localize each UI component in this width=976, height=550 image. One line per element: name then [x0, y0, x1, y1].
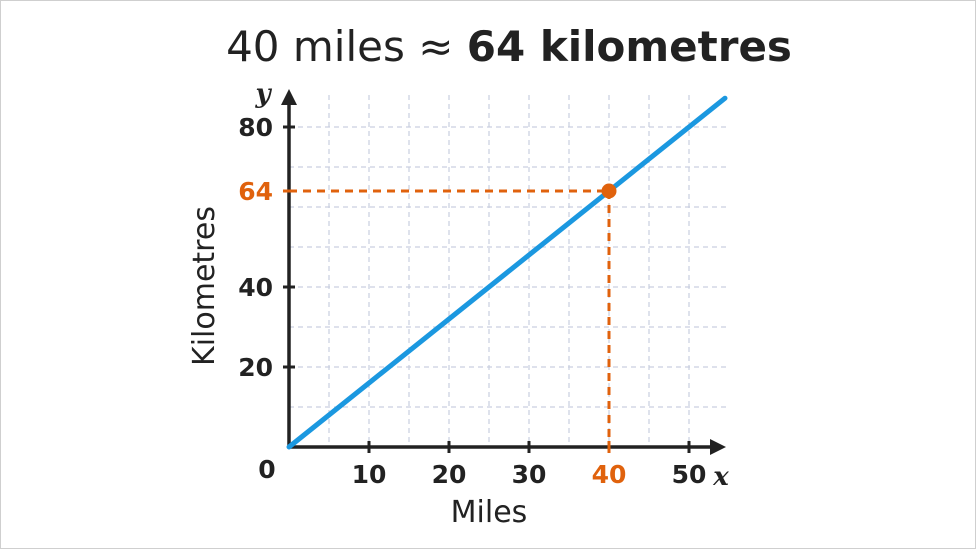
highlight-point: [601, 183, 617, 199]
x-tick-label: 10: [352, 460, 387, 489]
series-layer: [286, 95, 728, 450]
x-axis-variable: x: [712, 462, 729, 492]
chart-title-highlight: 64 kilometres: [467, 22, 792, 71]
origin-label: 0: [258, 455, 275, 484]
y-tick-label: 20: [238, 353, 273, 382]
y-axis-label: Kilometres: [187, 206, 222, 366]
guide-lines: [289, 189, 611, 447]
y-tick-label: 80: [238, 113, 273, 142]
x-tick-label: 40: [592, 460, 627, 489]
conversion-line: [286, 95, 728, 450]
tick-labels: 10 20 30 40 50 20 40 64 80: [238, 113, 706, 489]
x-tick-label: 50: [672, 460, 707, 489]
y-tick-label: 40: [238, 273, 273, 302]
grid: [289, 95, 729, 447]
y-axis-variable: y: [254, 79, 272, 109]
chart-title: 40 miles ≈ 64 kilometres: [226, 22, 792, 71]
chart-title-prefix: 40 miles ≈: [226, 22, 467, 71]
x-axis-label: Miles: [451, 495, 528, 530]
x-tick-label: 30: [512, 460, 547, 489]
x-axis-arrow: [710, 439, 726, 455]
axes: [281, 89, 726, 455]
y-tick-label: 64: [238, 177, 273, 206]
x-tick-label: 20: [432, 460, 467, 489]
y-axis-arrow: [281, 89, 297, 105]
